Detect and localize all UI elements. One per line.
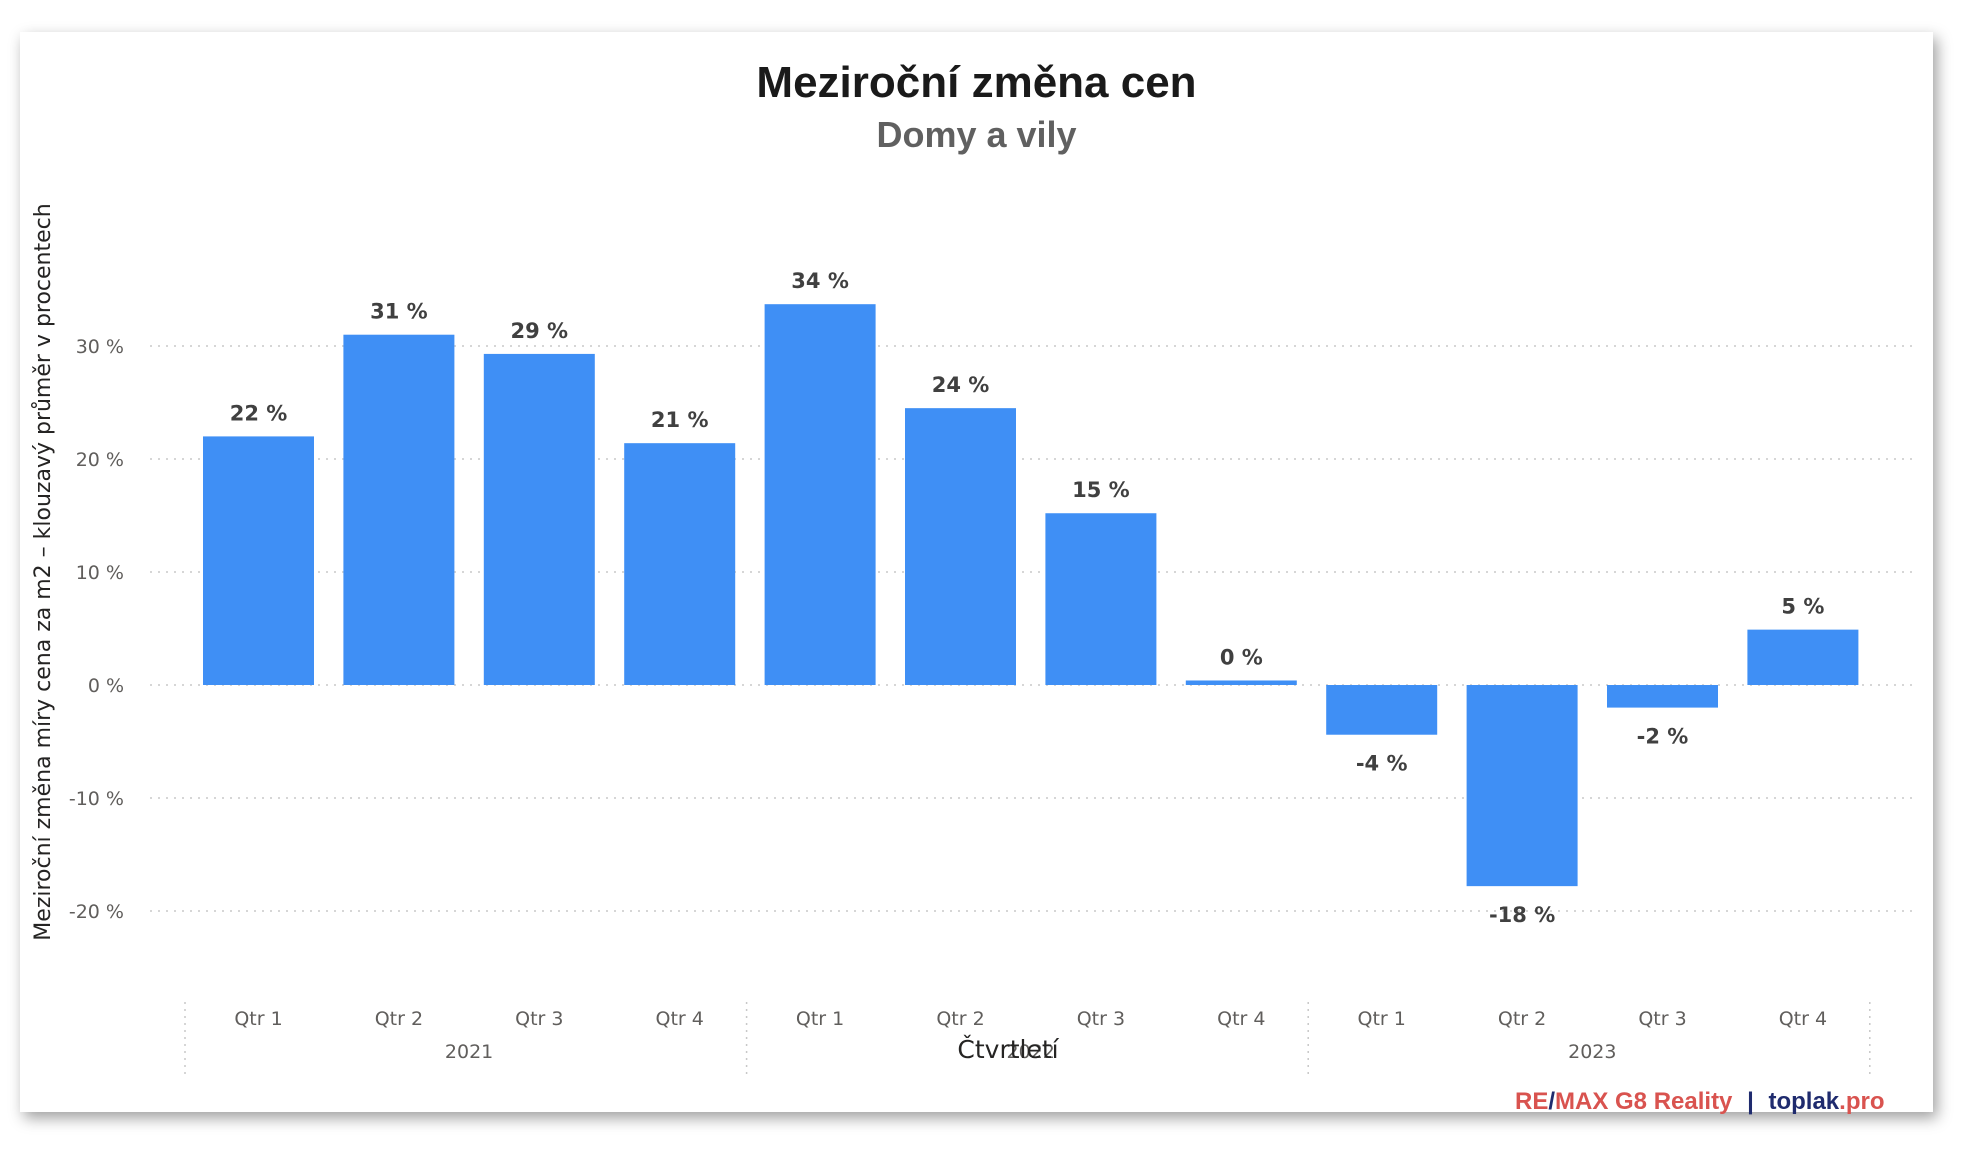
bar	[1466, 685, 1578, 887]
x-tick-label: Qtr 1	[796, 1008, 844, 1030]
brand-toplak: toplak	[1768, 1088, 1840, 1115]
bar	[764, 304, 876, 685]
bars	[203, 304, 1859, 887]
bar	[624, 443, 736, 685]
bar	[1747, 629, 1859, 685]
x-tick-label: Qtr 3	[1638, 1008, 1686, 1030]
bar	[905, 408, 1016, 685]
bar	[483, 353, 595, 685]
x-axis-label: Čtvrtletí	[957, 1034, 1059, 1064]
brand-logo: RE/MAX G8 Reality | toplak.pro	[1515, 1088, 1884, 1116]
x-tick-label: Qtr 3	[1077, 1008, 1125, 1030]
bar	[343, 334, 455, 685]
x-tick-label: Qtr 2	[936, 1008, 984, 1030]
bar	[203, 436, 314, 685]
x-year-label: 2021	[445, 1041, 493, 1063]
bar	[1045, 513, 1157, 685]
y-tick-label: -20 %	[69, 901, 124, 923]
x-tick-label: Qtr 4	[1217, 1008, 1265, 1030]
y-tick-label: 0 %	[88, 675, 124, 697]
data-label: 34 %	[791, 269, 849, 293]
x-year-label: 2023	[1568, 1041, 1616, 1063]
data-label: -18 %	[1489, 903, 1555, 927]
chart-subtitle: Domy a vily	[876, 114, 1077, 155]
x-year-label: 2022	[1007, 1041, 1055, 1063]
y-tick-label: -10 %	[69, 788, 124, 810]
data-label: 5 %	[1781, 595, 1824, 619]
brand-pro: .pro	[1839, 1088, 1885, 1115]
data-label: 24 %	[932, 373, 990, 397]
x-tick-label: Qtr 4	[656, 1008, 704, 1030]
bar	[1185, 680, 1297, 685]
y-tick-label: 30 %	[76, 336, 124, 358]
x-axis: Qtr 1 Qtr 2 Qtr 3 Qtr 4 Qtr 1 Qtr 2 Qtr 3 Qtr 4…	[184, 1002, 1871, 1074]
data-label: 29 %	[511, 319, 569, 343]
x-tick-label: Qtr 3	[515, 1008, 563, 1030]
y-tick-label: 10 %	[76, 562, 124, 584]
y-tick-label: 20 %	[76, 449, 124, 471]
data-label: -2 %	[1637, 725, 1689, 749]
y-axis-label: Meziroční změna míry cena za m2 – klouza…	[31, 203, 56, 940]
x-tick-label: Qtr 2	[1498, 1008, 1546, 1030]
bar-chart: 30 % 20 % 10 % 0 % -10 % -20 % 22 % 31 % 29 % 21…	[31, 203, 1915, 1074]
chart-card: Meziroční změna cen Domy a vily 30 % 20 %…	[20, 32, 1933, 1115]
y-axis-ticks: 30 % 20 % 10 % 0 % -10 % -20 %	[69, 336, 124, 923]
data-label: 0 %	[1220, 645, 1263, 669]
x-tick-label: Qtr 2	[375, 1008, 423, 1030]
brand-separator: |	[1747, 1088, 1754, 1115]
chart-title: Meziroční změna cen	[756, 58, 1197, 107]
data-label: 22 %	[230, 401, 288, 425]
brand-re: RE	[1515, 1088, 1549, 1115]
data-labels: 22 % 31 % 29 % 21 % 34 % 24 % 15 % 0 % -4 % -18 %…	[230, 269, 1825, 927]
bar	[1326, 685, 1438, 735]
data-label: 31 %	[370, 300, 428, 324]
data-label: 21 %	[651, 408, 709, 432]
x-tick-label: Qtr 1	[1358, 1008, 1406, 1030]
brand-max: MAX G8 Reality	[1555, 1088, 1733, 1115]
x-tick-label: Qtr 4	[1779, 1008, 1827, 1030]
data-label: -4 %	[1356, 752, 1408, 776]
data-label: 15 %	[1072, 478, 1130, 502]
x-tick-label: Qtr 1	[234, 1008, 282, 1030]
bar	[1607, 685, 1718, 708]
brand-slash: /	[1548, 1088, 1556, 1115]
